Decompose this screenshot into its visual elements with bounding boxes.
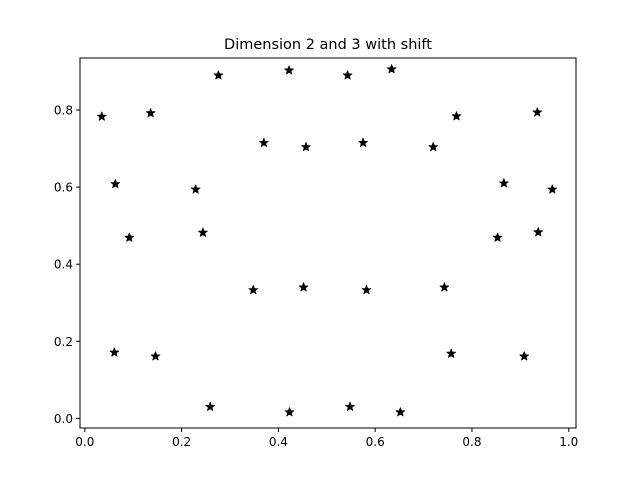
- data-point-11: [259, 137, 269, 147]
- plot-markers: [97, 64, 558, 417]
- data-point-12: [248, 285, 259, 295]
- data-point-3: [124, 232, 135, 242]
- y-tick-label: 0.2: [54, 335, 73, 349]
- data-point-2: [110, 179, 121, 189]
- data-point-6: [150, 351, 161, 361]
- data-point-9: [213, 70, 224, 80]
- data-point-19: [358, 137, 368, 147]
- chart-title: Dimension 2 and 3 with shift: [224, 37, 432, 53]
- data-point-27: [492, 232, 503, 242]
- data-point-7: [190, 184, 201, 194]
- data-point-20: [361, 285, 372, 295]
- y-tick-label: 0.4: [54, 258, 73, 272]
- data-point-10: [205, 401, 215, 411]
- data-point-5: [145, 108, 156, 118]
- y-tick-label: 0.8: [54, 104, 73, 118]
- data-point-25: [451, 111, 462, 121]
- data-point-15: [301, 142, 311, 152]
- data-point-8: [198, 227, 208, 237]
- data-point-21: [386, 64, 397, 74]
- data-point-18: [345, 401, 355, 411]
- x-tick-label: 1.0: [559, 435, 578, 449]
- x-tick-label: 0.6: [366, 435, 385, 449]
- data-point-32: [547, 184, 558, 194]
- axis-ticks: 0.0 0.2 0.4 0.6 0.8 1.0 0.0 0.2 0.4 0.6 0.8: [54, 104, 578, 449]
- y-tick-label: 0.6: [54, 181, 73, 195]
- x-tick-label: 0.4: [269, 435, 288, 449]
- data-point-24: [439, 282, 450, 292]
- data-point-23: [428, 142, 439, 152]
- data-point-30: [532, 107, 543, 117]
- x-tick-label: 0.8: [462, 435, 481, 449]
- data-point-13: [284, 65, 294, 75]
- data-point-26: [446, 348, 456, 358]
- x-tick-label: 0.0: [75, 435, 94, 449]
- plot-frame: [79, 57, 577, 429]
- data-point-16: [298, 282, 309, 292]
- data-point-17: [342, 70, 353, 80]
- y-tick-label: 0.0: [54, 412, 73, 426]
- data-point-31: [533, 227, 544, 237]
- data-point-14: [284, 407, 295, 417]
- data-point-29: [519, 351, 529, 361]
- data-point-1: [97, 111, 107, 121]
- x-tick-label: 0.2: [172, 435, 191, 449]
- data-point-22: [395, 407, 406, 417]
- data-point-28: [499, 178, 509, 188]
- data-point-4: [109, 347, 120, 357]
